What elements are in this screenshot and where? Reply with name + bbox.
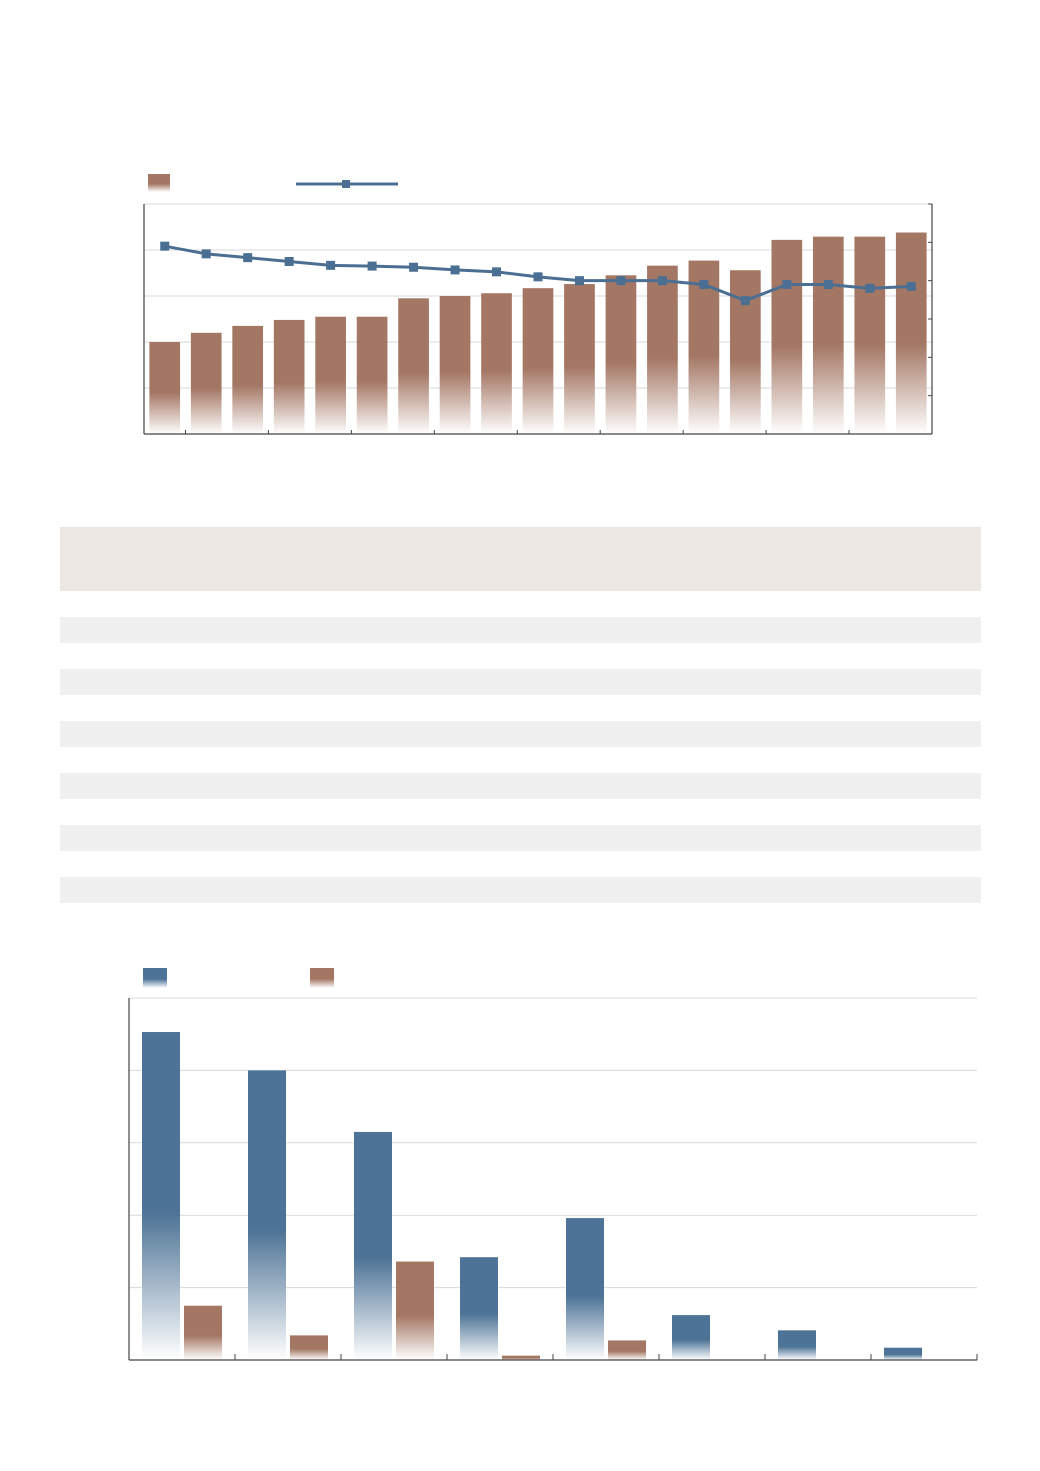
table-row [60,747,981,773]
legend-swatch-bars [148,174,170,192]
bar-series1 [460,1257,498,1360]
line-point [243,253,253,263]
bar-series2 [290,1335,328,1360]
bar-series2 [608,1340,646,1360]
bar [730,270,761,434]
bar [398,298,429,434]
line-point [865,283,875,293]
chart1-legend [148,174,398,192]
bar [232,325,264,434]
table-row [60,877,981,903]
legend-swatch-series2 [310,968,334,988]
bar [771,239,803,434]
bar [812,236,844,434]
bar [190,332,222,434]
line-point [823,280,833,289]
line-point [906,281,916,291]
line-point [574,276,584,286]
line-point [740,296,750,306]
line-point [326,260,336,270]
table-row [60,695,981,721]
chart1-bars [149,232,927,434]
table-row [60,903,981,929]
bar [356,316,388,434]
bar-series2 [396,1261,434,1360]
bar-series2 [184,1305,222,1360]
line-point [492,267,502,277]
line-point [782,280,792,289]
table-body [60,591,981,929]
table-row [60,721,981,747]
bar [564,284,595,434]
bar-series1 [884,1347,922,1360]
bar [647,265,678,434]
combo-chart [143,174,933,435]
table-row [60,799,981,825]
chart2-axes [128,998,978,1361]
bar [481,293,512,434]
table-header [60,527,981,591]
legend-swatch-series1 [143,968,167,988]
line-point [201,249,211,259]
line-point [657,276,667,286]
bar [895,232,927,434]
line-point [367,261,377,271]
bar [439,296,471,434]
line-point [699,280,709,289]
grouped-bar-chart [128,968,978,1361]
line-point [450,265,460,275]
line-point [533,272,543,282]
bar [605,275,637,434]
bar-series1 [778,1330,816,1360]
line-point [616,276,626,286]
table-row [60,591,981,617]
chart2-legend [143,968,334,988]
table-row [60,669,981,695]
bar-series1 [354,1131,392,1360]
bar-series1 [672,1315,710,1360]
bar-series1 [142,1032,180,1360]
table-row [60,851,981,877]
table-row [60,773,981,799]
bar [315,316,346,434]
bar [854,236,886,434]
table-row [60,825,981,851]
bar-series2 [502,1355,540,1360]
chart1-line-series [160,241,916,306]
bar [273,319,305,434]
bar-series1 [248,1070,286,1360]
table-row [60,643,981,669]
bar [522,288,554,434]
line-point [409,262,419,272]
chart2-bars [142,1032,922,1360]
table-row [60,617,981,643]
data-table [60,527,981,929]
bar [149,342,181,434]
bar-series1 [566,1218,604,1360]
line-point [284,257,294,266]
chart1-axes [143,203,933,435]
line-point [160,241,170,251]
legend-swatch-marker [342,180,350,188]
